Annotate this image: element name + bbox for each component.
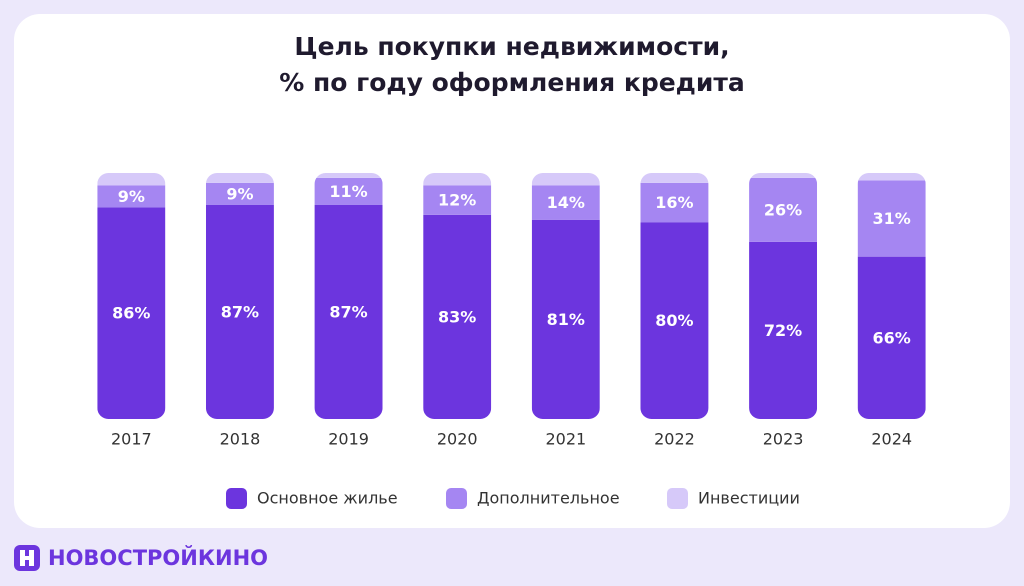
bar-stack — [531, 173, 600, 419]
logo-icon-part — [24, 556, 30, 560]
value-label: 87% — [221, 302, 259, 321]
bar-segment — [205, 182, 274, 205]
x-tick-label: 2024 — [871, 430, 912, 449]
value-label: 31% — [873, 209, 911, 228]
x-tick-label: 2019 — [328, 430, 369, 449]
legend-label: Дополнительное — [477, 489, 620, 508]
bar-segment — [97, 173, 166, 186]
x-tick-label: 2022 — [654, 430, 695, 449]
bar-segment — [640, 182, 709, 223]
x-tick-label: 2023 — [763, 430, 804, 449]
logo: НОВОСТРОЙКИНО — [14, 545, 268, 571]
x-tick-label: 2021 — [545, 430, 586, 449]
bar-segment — [749, 241, 818, 419]
bar-segment — [314, 204, 383, 419]
bar-segment — [640, 222, 709, 419]
bar-segment — [97, 207, 166, 419]
logo-icon-part — [20, 550, 25, 566]
value-label: 14% — [547, 193, 585, 212]
legend-swatch — [446, 488, 467, 509]
bar-stack — [857, 173, 926, 419]
value-label: 81% — [547, 310, 585, 329]
chart-subtitle: % по году оформления кредита — [279, 68, 745, 97]
legend-swatch — [667, 488, 688, 509]
bar-segment — [314, 173, 383, 178]
value-label: 26% — [764, 200, 802, 219]
bar-stack — [314, 173, 383, 419]
bar-stack — [97, 173, 166, 419]
bar-segment — [423, 173, 492, 186]
bar-stack — [640, 173, 709, 419]
bar-segment — [423, 185, 492, 215]
value-label: 9% — [118, 187, 145, 206]
bar-stack — [205, 173, 274, 419]
bar-segment — [531, 219, 600, 419]
bar-segment — [857, 180, 926, 257]
bar-segment — [423, 214, 492, 419]
bar-segment — [531, 173, 600, 186]
bar-segment — [749, 173, 818, 178]
value-label: 86% — [112, 304, 150, 323]
bar-stack — [423, 173, 492, 419]
bar-segment — [640, 173, 709, 183]
value-label: 87% — [329, 302, 367, 321]
bar-segment — [857, 173, 926, 181]
bar-segment — [97, 185, 166, 208]
bar-segment — [531, 185, 600, 220]
x-tick-label: 2017 — [111, 430, 152, 449]
value-label: 9% — [226, 184, 253, 203]
bar-segment — [314, 177, 383, 205]
x-tick-label: 2020 — [437, 430, 478, 449]
value-label: 11% — [329, 182, 367, 201]
value-label: 80% — [655, 311, 693, 330]
value-label: 12% — [438, 191, 476, 210]
chart-title: Цель покупки недвижимости, — [294, 32, 729, 61]
bar-stack — [749, 173, 818, 419]
bar-segment — [205, 173, 274, 183]
legend-label: Инвестиции — [698, 489, 800, 508]
legend-swatch — [226, 488, 247, 509]
brand: НОВОСТРОЙКИНО — [48, 545, 268, 570]
legend-label: Основное жилье — [257, 489, 398, 508]
bar-segment — [205, 204, 274, 419]
bar-segment — [857, 256, 926, 419]
value-label: 66% — [873, 328, 911, 347]
value-label: 16% — [655, 193, 693, 212]
value-label: 72% — [764, 321, 802, 340]
x-tick-label: 2018 — [220, 430, 261, 449]
logo-icon-part — [29, 550, 34, 566]
value-label: 83% — [438, 307, 476, 326]
bar-segment — [749, 177, 818, 242]
